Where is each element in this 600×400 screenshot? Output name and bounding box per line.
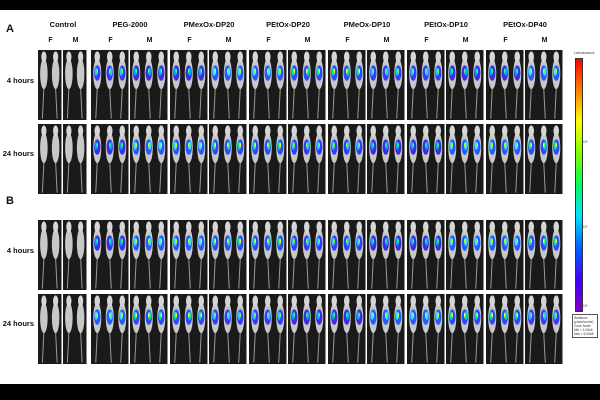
group-title-4: PMeOx-DP10 — [343, 20, 391, 29]
legend-line-colorscale: Color Scale — [574, 324, 591, 328]
sex-label-1-0: F — [108, 37, 113, 44]
sex-label-0-1: M — [72, 37, 79, 44]
mouse-image-1-1-6-0 — [486, 294, 524, 364]
legend-line-units: (p/sec/cm²/sr) — [574, 320, 594, 324]
legend-line-min: Min = 1.00e6 — [574, 328, 593, 332]
mouse-image-0-0-6-1 — [525, 50, 563, 120]
mouse-image-0-1-5-1 — [446, 124, 484, 194]
mouse-image-0-0-4-0 — [328, 50, 366, 120]
panel-letter-b: B — [6, 195, 14, 207]
mouse-image-1-1-2-0 — [170, 294, 208, 364]
mouse-image-0-0-3-0 — [249, 50, 287, 120]
sex-label-0-0: F — [48, 37, 53, 44]
mouse-image-0-0-2-1 — [209, 50, 247, 120]
figure-canvas: A B 4 hours 24 hours 4 hours 24 hours Co… — [0, 10, 600, 384]
mouse-image-1-0-0-0 — [38, 220, 62, 290]
mouse-image-1-0-4-0 — [328, 220, 366, 290]
mouse-image-1-1-1-0 — [91, 294, 129, 364]
mouse-image-0-1-1-0 — [91, 124, 129, 194]
legend-line-radiance: Radiance — [574, 316, 588, 320]
mouse-image-0-1-0-1 — [63, 124, 87, 194]
sex-label-5-0: F — [424, 37, 429, 44]
mouse-image-0-1-3-1 — [288, 124, 326, 194]
sex-label-2-0: F — [187, 37, 192, 44]
colorbar-tick-1e7: 10⁷ — [583, 225, 588, 229]
mouse-image-1-0-2-1 — [209, 220, 247, 290]
mouse-image-0-0-0-0 — [38, 50, 62, 120]
mouse-image-1-0-6-1 — [525, 220, 563, 290]
group-title-2: PMexOx-DP20 — [183, 20, 235, 29]
mouse-image-1-1-1-1 — [130, 294, 168, 364]
mouse-image-0-1-1-1 — [130, 124, 168, 194]
sex-label-1-1: M — [146, 37, 153, 44]
mouse-image-1-0-0-1 — [63, 220, 87, 290]
mouse-image-0-1-6-1 — [525, 124, 563, 194]
mouse-image-1-1-4-1 — [367, 294, 405, 364]
sex-label-6-0: F — [503, 37, 508, 44]
colorbar-title: Luminescence — [574, 51, 595, 55]
mouse-image-1-0-5-0 — [407, 220, 445, 290]
mouse-image-1-0-3-1 — [288, 220, 326, 290]
group-title-0: Control — [49, 20, 77, 29]
mouse-image-1-1-0-1 — [63, 294, 87, 364]
colorbar-tick-1e8: 10⁸ — [583, 140, 588, 144]
mouse-image-0-1-4-0 — [328, 124, 366, 194]
mouse-image-0-1-0-0 — [38, 124, 62, 194]
mouse-image-0-0-2-0 — [170, 50, 208, 120]
mouse-image-0-0-6-0 — [486, 50, 524, 120]
mouse-image-0-0-5-0 — [407, 50, 445, 120]
mouse-image-0-0-3-1 — [288, 50, 326, 120]
mouse-image-1-1-3-1 — [288, 294, 326, 364]
sex-label-2-1: M — [225, 37, 232, 44]
mouse-image-0-1-5-0 — [407, 124, 445, 194]
colorbar: Luminescence 10⁸ 10⁷ 10⁶ Radiance (p/sec… — [566, 50, 598, 355]
colorbar-tick-1e6: 10⁶ — [583, 304, 588, 308]
mouse-image-0-0-1-1 — [130, 50, 168, 120]
mouse-image-1-0-6-0 — [486, 220, 524, 290]
row-label-b-4h: 4 hours — [6, 246, 34, 255]
mouse-image-1-1-5-0 — [407, 294, 445, 364]
mouse-image-1-1-3-0 — [249, 294, 287, 364]
mouse-image-0-1-2-1 — [209, 124, 247, 194]
mouse-image-0-0-5-1 — [446, 50, 484, 120]
group-title-3: PEtOx-DP20 — [266, 20, 310, 29]
group-title-6: PEtOx-DP40 — [503, 20, 547, 29]
mouse-image-1-0-5-1 — [446, 220, 484, 290]
mouse-image-1-0-1-1 — [130, 220, 168, 290]
mouse-image-1-1-6-1 — [525, 294, 563, 364]
mouse-image-1-0-1-0 — [91, 220, 129, 290]
sex-label-4-1: M — [383, 37, 390, 44]
mouse-image-1-1-2-1 — [209, 294, 247, 364]
sex-label-4-0: F — [345, 37, 350, 44]
row-label-b-24h: 24 hours — [2, 319, 34, 328]
mouse-image-0-0-0-1 — [63, 50, 87, 120]
group-title-5: PEtOx-DP10 — [424, 20, 468, 29]
mouse-image-1-1-0-0 — [38, 294, 62, 364]
mouse-image-1-0-4-1 — [367, 220, 405, 290]
mouse-image-0-0-4-1 — [367, 50, 405, 120]
sex-label-3-0: F — [266, 37, 271, 44]
mouse-image-0-1-3-0 — [249, 124, 287, 194]
colorbar-legend: Radiance (p/sec/cm²/sr) Color Scale Min … — [572, 314, 598, 338]
mouse-image-1-0-2-0 — [170, 220, 208, 290]
group-title-1: PEG-2000 — [112, 20, 148, 29]
mouse-image-0-1-2-0 — [170, 124, 208, 194]
mouse-image-1-1-5-1 — [446, 294, 484, 364]
colorbar-gradient — [575, 58, 583, 312]
panel-letter-a: A — [6, 23, 14, 35]
sex-label-3-1: M — [304, 37, 311, 44]
mouse-image-1-1-4-0 — [328, 294, 366, 364]
sex-label-6-1: M — [541, 37, 548, 44]
row-label-a-24h: 24 hours — [2, 149, 34, 158]
sex-label-5-1: M — [462, 37, 469, 44]
row-label-a-4h: 4 hours — [6, 76, 34, 85]
mouse-image-1-0-3-0 — [249, 220, 287, 290]
mouse-image-0-0-1-0 — [91, 50, 129, 120]
legend-line-max: Max = 5.00e8 — [574, 332, 594, 336]
mouse-image-0-1-4-1 — [367, 124, 405, 194]
mouse-image-0-1-6-0 — [486, 124, 524, 194]
